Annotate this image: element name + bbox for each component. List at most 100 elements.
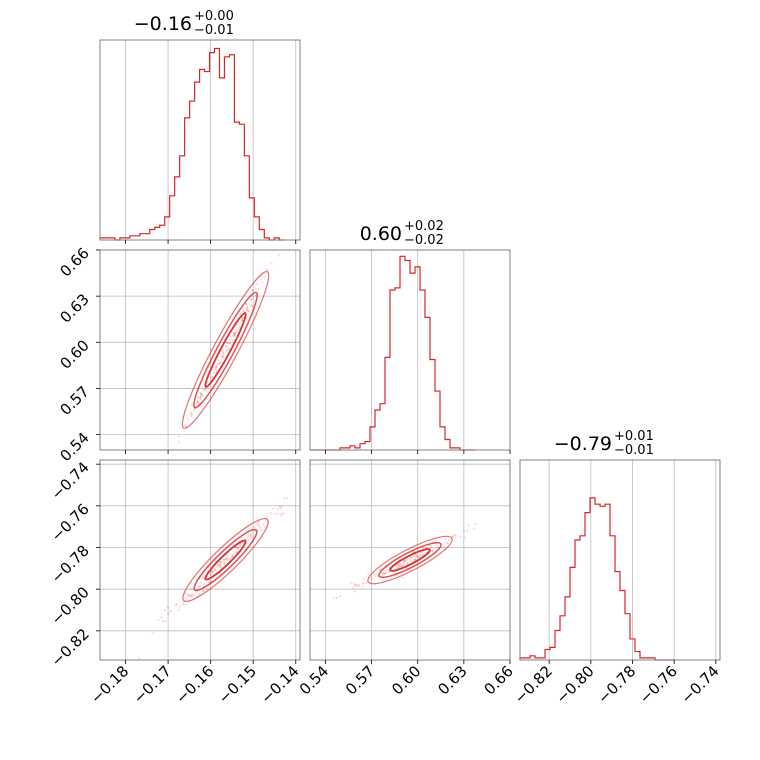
x-tick-label: 0.63: [434, 662, 470, 698]
scatter-point: [335, 596, 339, 599]
scatter-point: [263, 525, 267, 528]
scatter-point: [225, 344, 228, 347]
scatter-point: [210, 569, 213, 573]
scatter-point: [241, 317, 244, 320]
scatter-point: [188, 594, 191, 598]
x-tick-label: −0.80: [552, 662, 597, 707]
scatter-point: [372, 572, 375, 575]
scatter-point: [225, 341, 229, 344]
scatter-point: [228, 342, 231, 345]
scatter-point: [222, 356, 225, 359]
scatter-point: [246, 305, 249, 309]
scatter-point: [278, 505, 281, 508]
scatter-point: [352, 582, 356, 585]
scatter-point: [218, 564, 222, 567]
scatter-point: [241, 317, 244, 320]
scatter-point: [209, 573, 212, 576]
scatter-point: [401, 576, 404, 579]
panel-1-0: [99, 249, 301, 451]
scatter-point: [445, 537, 448, 540]
scatter-point: [236, 547, 240, 550]
scatter-point: [431, 549, 434, 553]
scatter-point: [453, 533, 456, 537]
scatter-point: [209, 572, 212, 575]
scatter-point: [270, 262, 273, 265]
scatter-point: [353, 584, 357, 587]
scatter-point: [175, 602, 178, 606]
scatter-point: [196, 395, 199, 399]
scatter-point: [269, 512, 272, 515]
scatter-point: [202, 590, 205, 593]
scatter-point: [218, 566, 221, 569]
scatter-point: [233, 332, 236, 335]
scatter-point: [403, 560, 406, 563]
scatter-point: [214, 568, 217, 571]
x-tick-label: 0.60: [388, 662, 424, 698]
histogram-param-0: [99, 47, 285, 241]
scatter-point: [185, 425, 188, 428]
scatter-point: [466, 529, 469, 532]
scatter-point: [217, 359, 220, 362]
y-tick-label: 0.57: [56, 383, 92, 419]
scatter-point: [225, 348, 228, 351]
scatter-point: [191, 594, 195, 597]
scatter-point: [233, 333, 236, 336]
scatter-point: [219, 361, 222, 364]
scatter-point: [396, 564, 400, 567]
scatter-point: [383, 572, 386, 576]
x-tick-label: 0.54: [296, 662, 332, 698]
scatter-point: [237, 322, 240, 325]
y-tick-label: −0.76: [48, 500, 93, 545]
scatter-point: [383, 571, 386, 574]
scatter-point: [151, 632, 154, 635]
title-minus: −0.01: [614, 443, 654, 458]
scatter-point: [201, 576, 204, 579]
scatter-point: [234, 546, 237, 549]
scatter-point: [218, 362, 221, 365]
scatter-point: [160, 616, 163, 619]
title-plus: +0.01: [614, 429, 654, 444]
scatter-point: [361, 586, 364, 589]
scatter-point: [395, 564, 398, 567]
scatter-point: [399, 565, 402, 568]
scatter-point: [220, 355, 223, 358]
scatter-point: [239, 543, 242, 546]
scatter-point: [199, 395, 202, 398]
scatter-point: [237, 327, 240, 330]
scatter-point: [257, 524, 261, 527]
scatter-point: [199, 392, 203, 396]
scatter-point: [241, 318, 244, 322]
scatter-point: [164, 609, 167, 612]
scatter-point: [261, 523, 265, 526]
scatter-point: [227, 347, 230, 350]
scatter-point: [410, 556, 413, 559]
scatter-point: [421, 554, 424, 557]
scatter-point: [246, 306, 249, 309]
scatter-point: [213, 568, 216, 571]
scatter-point: [244, 538, 247, 541]
scatter-point: [276, 512, 280, 515]
scatter-point: [435, 544, 438, 547]
scatter-point: [361, 582, 365, 585]
scatter-point: [473, 527, 476, 530]
scatter-point: [208, 580, 211, 584]
scatter-point: [196, 400, 199, 403]
scatter-point: [454, 534, 457, 537]
scatter-point: [370, 575, 373, 578]
scatter-point: [231, 554, 235, 557]
scatter-point: [388, 570, 391, 574]
scatter-point: [355, 583, 358, 586]
panel-2-0: [99, 459, 301, 661]
scatter-point: [251, 289, 254, 292]
scatter-point: [204, 390, 208, 393]
scatter-point: [177, 441, 181, 444]
contour-level-0: [389, 548, 431, 572]
scatter-point: [225, 554, 228, 557]
scatter-point: [248, 310, 251, 313]
scatter-point: [186, 418, 189, 421]
contour-level-2: [181, 271, 270, 429]
scatter-point: [280, 504, 284, 507]
scatter-point: [279, 506, 282, 510]
scatter-point: [282, 512, 285, 515]
scatter-point: [212, 366, 215, 369]
